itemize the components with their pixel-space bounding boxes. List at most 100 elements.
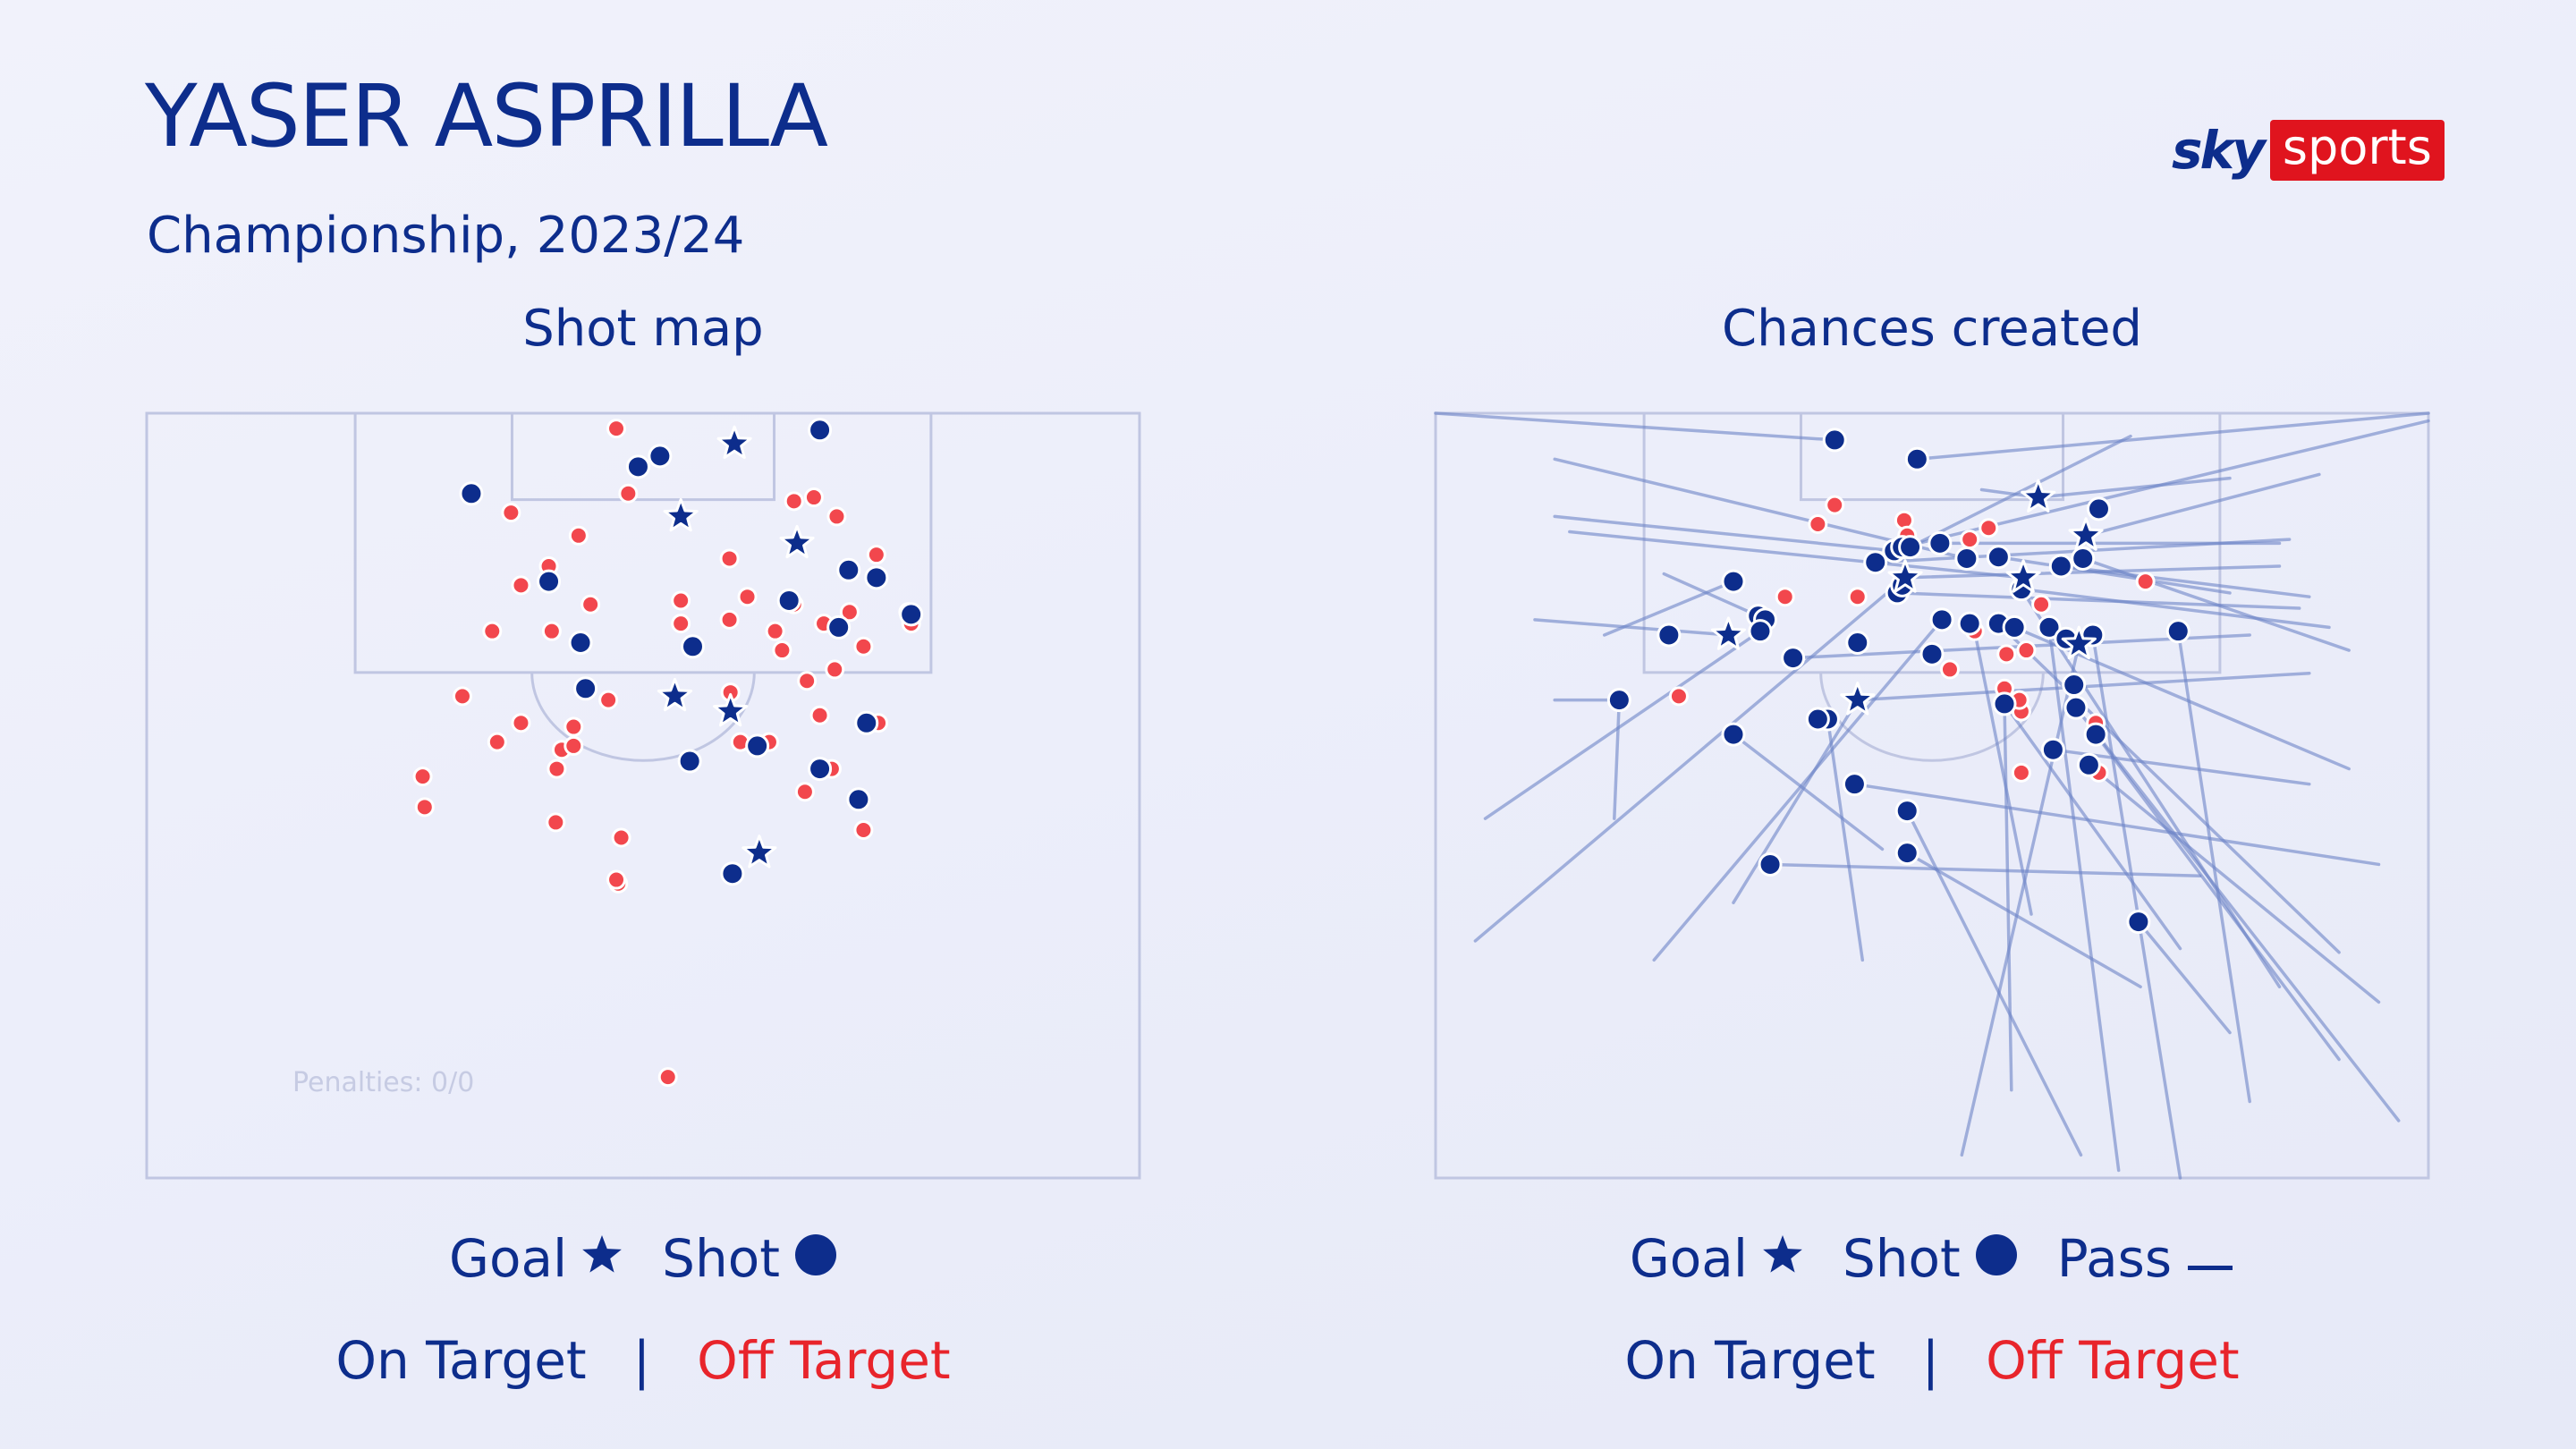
shot-off-target-point (511, 575, 531, 596)
pass-line (1473, 576, 1907, 943)
shot-off-target-point (784, 491, 804, 512)
legend-pass-label: Pass (2056, 1228, 2173, 1289)
shot-on-target-point (459, 481, 484, 506)
shot-on-target-point (836, 557, 861, 582)
shot-off-target-point (657, 1067, 678, 1088)
chance-shot-off-target-point (1847, 587, 1868, 607)
shot-on-target-point (846, 787, 871, 812)
legend-shot-label: Shot (662, 1228, 780, 1289)
shot-off-target-point (547, 758, 567, 779)
goal-star-point (779, 524, 815, 559)
chance-shot-off-target-point (2031, 594, 2052, 614)
pass-line (1852, 782, 2381, 867)
goal-star-point (663, 497, 699, 532)
shot-off-target-point (671, 614, 691, 634)
shot-on-target-point (537, 569, 562, 594)
page-title: YASER ASPRILLA (145, 66, 828, 166)
chance-shot-off-target-point (2135, 572, 2156, 592)
pass-line (1905, 851, 2142, 988)
legend-dot-icon (1975, 1233, 2018, 1284)
shot-off-target-point (564, 735, 584, 756)
shot-off-target-point (568, 525, 589, 546)
chance-shot-off-target-point (2011, 762, 2031, 783)
chance-goal-star-point (1840, 682, 1876, 716)
pass-line (1553, 514, 1896, 553)
chances-marks (1606, 428, 2190, 935)
shot-map-target-legend: On Target | Off Target (147, 1335, 1140, 1386)
chances-created-title: Chances created (1722, 300, 2142, 358)
shot-off-target-point (618, 483, 639, 504)
shot-off-target-point (611, 827, 631, 848)
chance-shot-on-target-point (1929, 607, 1954, 632)
chance-goal-star-point (1710, 616, 1746, 650)
pass-line (1768, 862, 2202, 878)
shot-off-target-point (825, 659, 845, 680)
shot-on-target-point (681, 634, 705, 659)
pass-line (1996, 555, 2232, 595)
chance-goal-star-point (2061, 625, 2097, 660)
shot-off-target-point (501, 503, 521, 523)
chances-legend: Goal Shot Pass (1436, 1233, 2428, 1284)
chance-shot-on-target-point (2063, 695, 2089, 720)
shot-off-target-point (482, 621, 503, 641)
shot-on-target-point (826, 614, 852, 640)
shot-off-target-point (797, 671, 818, 691)
shot-on-target-point (808, 418, 833, 443)
chance-shot-on-target-point (1805, 707, 1830, 732)
chance-shot-on-target-point (1748, 619, 1773, 644)
pass-line (2020, 587, 2331, 630)
pass-line (2003, 702, 2013, 1092)
pass-line (2176, 629, 2251, 1104)
shot-off-target-point (580, 594, 601, 614)
legend-goal-label: Goal (1629, 1228, 1748, 1289)
logo-sports-badge: sports (2269, 120, 2445, 181)
chance-shot-on-target-point (1863, 550, 1888, 575)
chance-shot-on-target-point (2037, 614, 2062, 640)
shot-off-target-point (809, 705, 830, 725)
shot-off-target-point (737, 587, 758, 607)
chance-shot-on-target-point (1758, 852, 1783, 877)
shot-off-target-point (606, 419, 627, 439)
pass-line (1895, 591, 2301, 610)
pass-line (1732, 733, 1885, 852)
chance-goal-star-point (2021, 479, 2056, 513)
chance-shot-off-target-point (1775, 587, 1795, 607)
shot-off-target-point (853, 636, 874, 657)
chance-shot-on-target-point (2126, 910, 2151, 935)
shot-on-target-point (776, 588, 801, 613)
legend-goal-label: Goal (449, 1228, 568, 1289)
shot-off-target-point (511, 713, 531, 733)
legend-separator: | (632, 1330, 651, 1391)
pass-line (1662, 572, 1760, 618)
shot-map-title: Shot map (522, 300, 764, 358)
pass-line (2080, 556, 2351, 652)
chance-shot-on-target-point (1919, 641, 1945, 666)
shot-on-target-point (808, 757, 833, 782)
pass-line (1826, 717, 1865, 962)
chance-shot-off-target-point (1979, 518, 1999, 538)
pass-line (1960, 642, 2081, 1157)
chances-target-legend: On Target | Off Target (1436, 1335, 2428, 1386)
shot-on-target-point (677, 749, 702, 774)
chance-goal-star-point (2068, 517, 2104, 551)
shot-off-target-point (803, 487, 824, 508)
pass-line (1568, 530, 2025, 580)
shot-on-target-point (745, 733, 770, 758)
chance-shot-on-target-point (2071, 546, 2096, 571)
pass-line (2074, 706, 2401, 1123)
chance-goal-star-point (1887, 559, 1923, 593)
pass-line (1905, 809, 2083, 1157)
pass-line (1483, 629, 1762, 820)
pass-line (2084, 472, 2321, 538)
chance-shot-on-target-point (1842, 772, 1867, 797)
pass-line (1972, 629, 2033, 916)
goal-star-point (741, 835, 777, 869)
shot-off-target-point (487, 732, 507, 752)
chances-created-chart (1434, 411, 2430, 1180)
chance-shot-on-target-point (2062, 673, 2087, 698)
shot-off-target-point (772, 640, 792, 661)
shot-map-chart: Penalties: 0/0 (145, 411, 1141, 1180)
pass-line (1652, 618, 1944, 962)
chance-shot-off-target-point (1996, 644, 2017, 665)
shot-off-target-point (452, 686, 472, 707)
